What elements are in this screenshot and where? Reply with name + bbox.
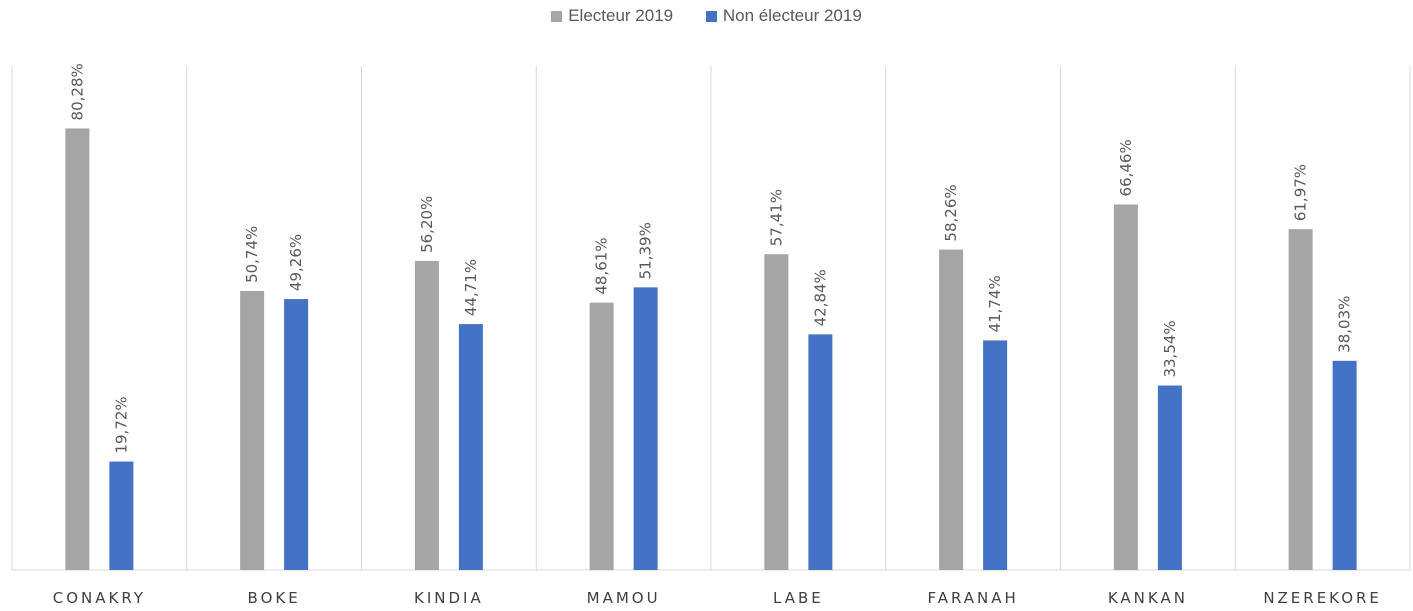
data-label-non-electeur-boke: 49,26% [287, 234, 305, 291]
legend-item-electeur: Electeur 2019 [551, 6, 673, 26]
data-label-electeur-kankan: 66,46% [1117, 139, 1135, 196]
data-label-electeur-conakry: 80,28% [68, 63, 86, 120]
bar-non-electeur-boke [284, 299, 309, 570]
legend-item-non-electeur: Non électeur 2019 [705, 6, 862, 26]
bar-non-electeur-faranah [983, 340, 1008, 570]
data-label-non-electeur-conakry: 19,72% [112, 396, 130, 453]
data-label-electeur-nzerekore: 61,97% [1292, 164, 1310, 221]
data-label-non-electeur-nzerekore: 38,03% [1336, 296, 1354, 353]
bar-electeur-kankan [1113, 204, 1138, 570]
bar-electeur-labe [764, 254, 789, 570]
bar-non-electeur-nzerekore [1332, 360, 1357, 570]
category-label-conakry: CONAKRY [53, 589, 146, 607]
bar-non-electeur-kindia [458, 324, 483, 570]
bar-non-electeur-kankan [1157, 385, 1182, 570]
data-label-non-electeur-kankan: 33,54% [1161, 320, 1179, 377]
bar-non-electeur-conakry [109, 461, 134, 570]
data-label-electeur-faranah: 58,26% [942, 184, 960, 241]
legend-swatch-non-electeur [705, 10, 717, 22]
category-label-kankan: KANKAN [1108, 589, 1188, 607]
legend: Electeur 2019 Non électeur 2019 [0, 6, 1413, 27]
category-label-kindia: KINDIA [414, 589, 484, 607]
bar-electeur-boke [240, 290, 265, 570]
bar-non-electeur-mamou [633, 287, 658, 570]
category-label-labe: LABE [773, 589, 824, 607]
bar-electeur-kindia [414, 260, 439, 570]
legend-label-non-electeur: Non électeur 2019 [722, 6, 862, 25]
legend-label-electeur: Electeur 2019 [568, 6, 674, 25]
bar-electeur-faranah [939, 249, 964, 570]
category-label-nzerekore: NZEREKORE [1263, 589, 1382, 607]
data-label-electeur-mamou: 48,61% [593, 237, 611, 294]
bar-non-electeur-labe [808, 334, 833, 570]
data-label-electeur-labe: 57,41% [767, 189, 785, 246]
data-label-non-electeur-faranah: 41,74% [986, 275, 1004, 332]
bar-electeur-nzerekore [1288, 229, 1313, 571]
category-label-boke: BOKE [248, 589, 301, 607]
category-label-mamou: MAMOU [587, 589, 661, 607]
category-label-faranah: FARANAH [927, 589, 1018, 607]
data-label-non-electeur-mamou: 51,39% [637, 222, 655, 279]
bar-electeur-conakry [65, 128, 90, 570]
data-label-electeur-boke: 50,74% [243, 226, 261, 283]
data-label-non-electeur-kindia: 44,71% [462, 259, 480, 316]
bar-electeur-mamou [589, 302, 614, 570]
data-label-non-electeur-labe: 42,84% [811, 269, 829, 326]
legend-swatch-electeur [551, 10, 563, 22]
data-label-electeur-kindia: 56,20% [418, 196, 436, 253]
